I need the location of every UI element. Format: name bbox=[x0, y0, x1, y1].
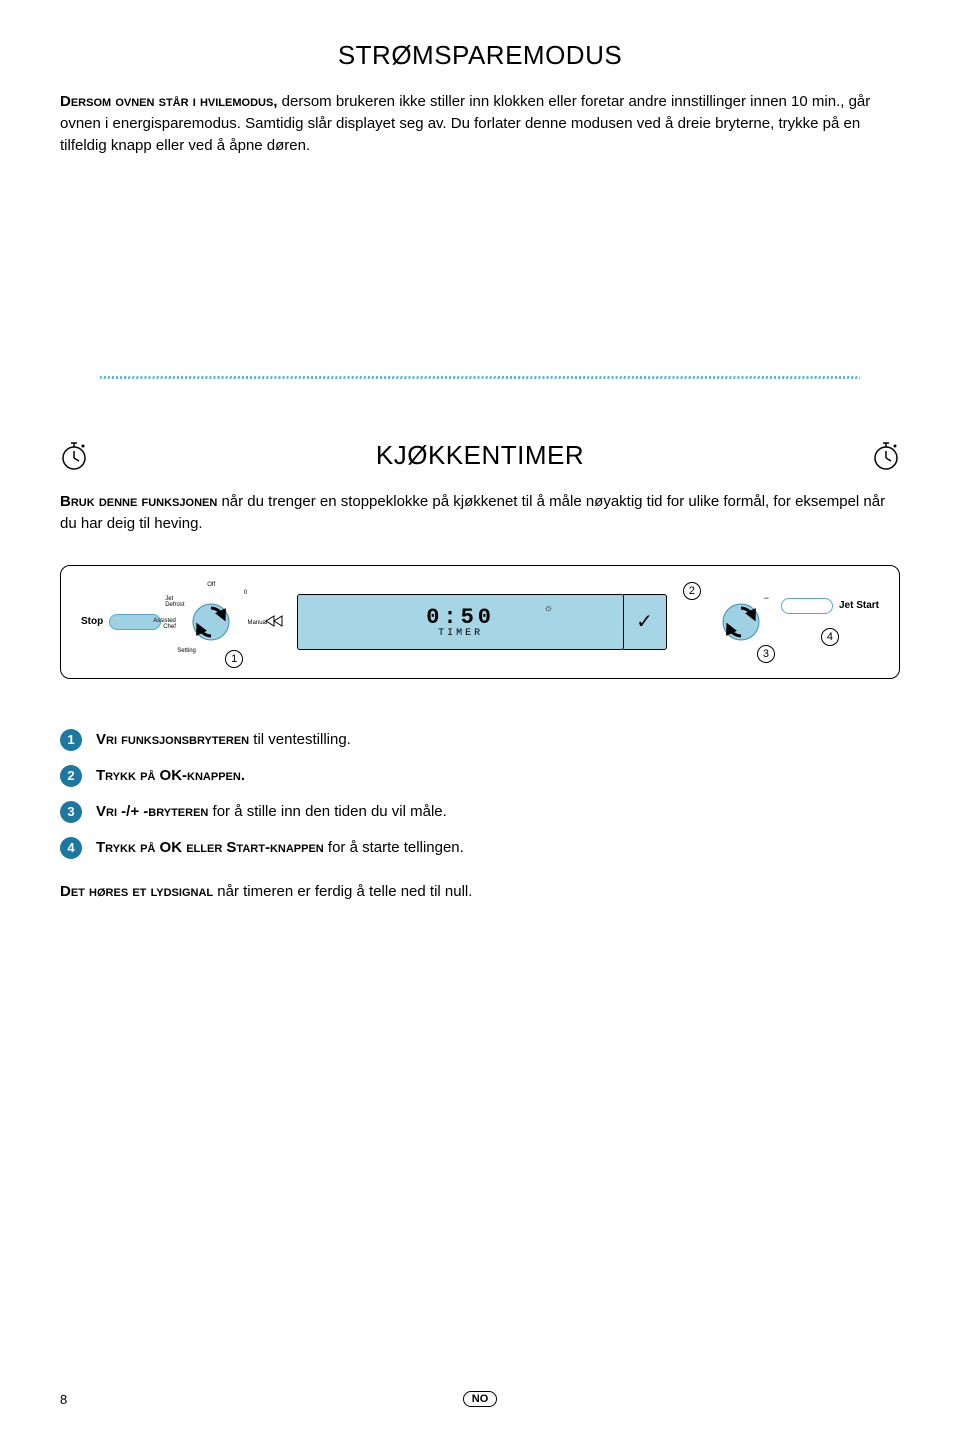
step-number: 1 bbox=[60, 729, 82, 751]
step-lead: Vri -/+ -bryteren bbox=[96, 803, 208, 820]
steps-list: 1 Vri funksjonsbryteren til ventestillin… bbox=[60, 729, 900, 859]
step-row: 1 Vri funksjonsbryteren til ventestillin… bbox=[60, 729, 900, 751]
lcd-label: TIMER bbox=[438, 628, 483, 639]
lcd-time: 0:50 bbox=[426, 605, 495, 630]
callout-2: 2 bbox=[683, 582, 701, 600]
clock-icon bbox=[872, 439, 900, 471]
step-number: 4 bbox=[60, 837, 82, 859]
step-row: 2 Trykk på OK-knappen. bbox=[60, 765, 900, 787]
knob-label-setting: Setting bbox=[177, 648, 196, 654]
jetstart-button[interactable] bbox=[781, 598, 833, 614]
knob-label-assisted: Assisted Chef bbox=[153, 618, 176, 630]
step-text: Vri -/+ -bryteren for å stille inn den t… bbox=[96, 803, 447, 820]
lcd-screen: ☼ 0:50 TIMER bbox=[297, 594, 624, 650]
step-rest: for å starte tellingen. bbox=[324, 839, 464, 856]
step-text: Vri funksjonsbryteren til ventestilling. bbox=[96, 731, 351, 748]
callout-3: 3 bbox=[757, 645, 775, 663]
knob-label-jetdefrost: Jet Defrost bbox=[165, 596, 184, 608]
function-knob-group: Off Jet Defrost 0 Assisted Chef Manual S… bbox=[171, 582, 251, 662]
footer-note-rest: når timeren er ferdig å telle ned til nu… bbox=[213, 883, 472, 900]
step-lead: Vri funksjonsbryteren bbox=[96, 731, 249, 748]
language-pill: NO bbox=[463, 1391, 498, 1407]
step-number: 2 bbox=[60, 765, 82, 787]
stop-block: Stop bbox=[81, 614, 161, 630]
display-block: ☼ 0:50 TIMER ✓ bbox=[297, 594, 667, 650]
step-rest: til ventestilling. bbox=[249, 731, 351, 748]
knob-label-manual: Manual bbox=[248, 620, 268, 626]
stop-label: Stop bbox=[81, 616, 103, 627]
knob-label-minus: − bbox=[764, 593, 769, 603]
function-knob[interactable] bbox=[191, 602, 231, 642]
step-rest: for å stille inn den tiden du vil måle. bbox=[208, 803, 446, 820]
ok-button[interactable]: ✓ bbox=[623, 594, 667, 650]
section-divider bbox=[100, 376, 860, 379]
page-number: 8 bbox=[60, 1392, 67, 1407]
adjust-knob[interactable] bbox=[721, 602, 761, 642]
footer-note: Det høres et lydsignal når timeren er fe… bbox=[60, 883, 900, 900]
step-row: 3 Vri -/+ -bryteren for å stille inn den… bbox=[60, 801, 900, 823]
page-footer: 8 NO bbox=[60, 1391, 900, 1407]
step-lead: Trykk på OK-knappen. bbox=[96, 767, 245, 784]
section1-title: STRØMSPAREMODUS bbox=[60, 40, 900, 71]
step-number: 3 bbox=[60, 801, 82, 823]
lcd-sun-icon: ☼ bbox=[544, 603, 553, 614]
section2-lead: Bruk denne funksjonen bbox=[60, 493, 217, 510]
jetstart-label: Jet Start bbox=[839, 600, 879, 611]
knob-label-zero: 0 bbox=[244, 590, 247, 596]
knob-label-off: Off bbox=[207, 582, 215, 588]
section2-paragraph: Bruk denne funksjonen når du trenger en … bbox=[60, 491, 900, 535]
callout-4: 4 bbox=[821, 628, 839, 646]
step-row: 4 Trykk på OK eller Start-knappen for å … bbox=[60, 837, 900, 859]
adjust-knob-group: − + 3 bbox=[711, 587, 771, 657]
section1-lead: Dersom ovnen står i hvilemodus, bbox=[60, 93, 277, 110]
control-panel: Stop Off Jet Defrost 0 Assisted Chef Man… bbox=[60, 565, 900, 679]
section2-header: KJØKKENTIMER bbox=[60, 439, 900, 471]
clock-icon bbox=[60, 439, 88, 471]
step-lead: Trykk på OK eller Start-knappen bbox=[96, 839, 324, 856]
footer-note-lead: Det høres et lydsignal bbox=[60, 883, 213, 900]
step-text: Trykk på OK-knappen. bbox=[96, 767, 245, 784]
callout-1: 1 bbox=[225, 650, 243, 668]
section2-title: KJØKKENTIMER bbox=[376, 440, 584, 471]
section1-paragraph: Dersom ovnen står i hvilemodus, dersom b… bbox=[60, 91, 900, 156]
jetstart-block: Jet Start bbox=[781, 598, 879, 614]
step-text: Trykk på OK eller Start-knappen for å st… bbox=[96, 839, 464, 856]
